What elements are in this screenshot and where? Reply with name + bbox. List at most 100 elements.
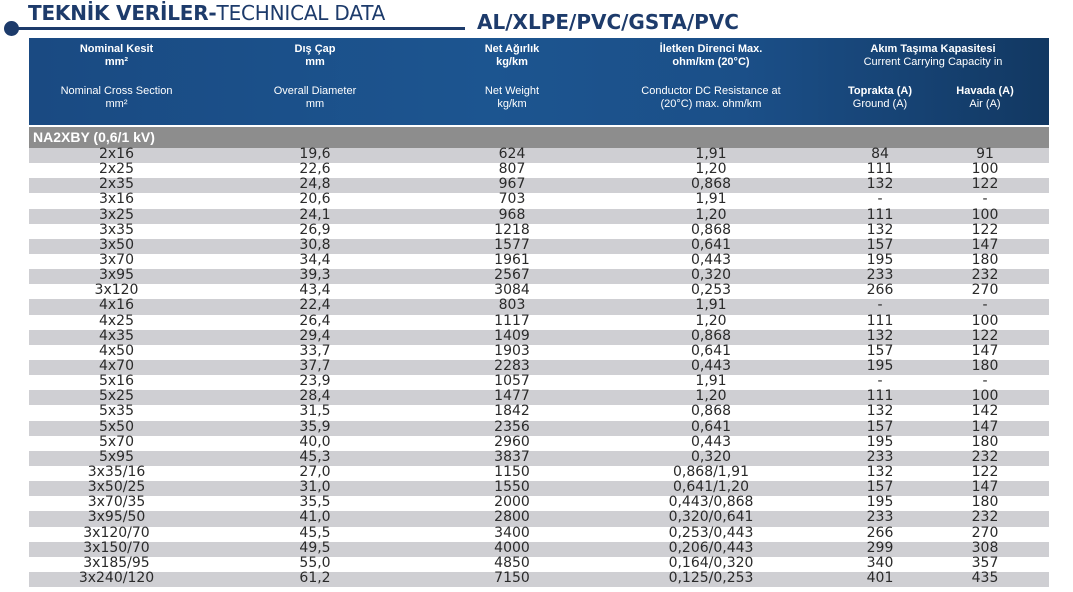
diameter-cell: 45,5 [299,524,331,541]
table-body: 2x16 19,6 624 1,91 84 91 2x25 22,6 807 1,20 111 100… [29,146,1049,588]
table-row: 5x95 45,3 3837 0,320 233 232 [29,448,1049,466]
table-row: 3x35/16 27,0 1150 0,868/1,91 132 122 [29,463,1049,481]
resistance-cell: 1,20 [695,206,727,223]
air-capacity-cell: 122 [971,176,999,193]
section-label: NA2XBY (0,6/1 kV) [29,125,1049,148]
air-capacity-cell: 122 [971,463,999,480]
header-unit: kg/km [496,56,528,68]
cable-type-subtitle: AL/XLPE/PVC/GSTA/PVC [477,10,739,34]
diameter-cell: 55,0 [299,554,331,571]
cross-section-cell: 5x35 [98,403,134,420]
resistance-cell: 0,443 [690,251,732,268]
diameter-cell: 40,0 [299,433,331,450]
header-ground: Toprakta (A) Ground (A) [834,85,926,111]
weight-cell: 2800 [494,509,530,526]
table-row: 3x95/50 41,0 2800 0,320/0,641 233 232 [29,509,1049,527]
cross-section-cell: 5x70 [98,433,134,450]
title-bullet-dot [4,21,19,36]
header-label: Dış Çap [294,43,336,55]
diameter-cell: 39,3 [299,267,331,284]
diameter-cell: 35,9 [299,418,331,435]
header-label-en: Net Weight [484,85,540,97]
air-capacity-cell: 142 [971,403,999,420]
air-capacity-cell: 147 [971,342,999,359]
header-label-en: Ground (A) [852,98,908,110]
cross-section-cell: 4x25 [98,312,134,329]
header-label: Akım Taşıma Kapasitesi [870,43,996,55]
weight-cell: 4000 [494,539,530,556]
table-row: 3x16 20,6 703 1,91 - - [29,192,1049,208]
ground-capacity-cell: 157 [866,342,894,359]
ground-capacity-cell: 233 [866,509,894,526]
cross-section-cell: 4x50 [98,342,134,359]
header-label: Toprakta (A) [848,85,912,97]
resistance-cell: 0,868/1,91 [673,463,749,480]
table-row: 2x16 19,6 624 1,91 84 91 [29,146,1049,164]
resistance-cell: 0,253 [690,282,732,299]
weight-cell: 2000 [494,494,530,511]
header-capacity: Akım Taşıma Kapasitesi Current Carrying … [819,43,1047,69]
air-capacity-cell: - [982,373,988,390]
resistance-cell: 1,20 [695,388,727,405]
weight-cell: 3837 [494,448,530,465]
weight-cell: 2960 [494,433,530,450]
air-capacity-cell: 232 [971,509,999,526]
air-capacity-cell: 232 [971,267,999,284]
diameter-cell: 33,7 [299,342,331,359]
header-label-en: Conductor DC Resistance at [641,85,781,97]
header-weight-tr: Net Ağırlık kg/km [431,43,593,69]
table-row: 5x50 35,9 2356 0,641 157 147 [29,418,1049,436]
resistance-cell: 0,164/0,320 [668,554,754,571]
ground-capacity-cell: 132 [866,221,894,238]
weight-cell: 1550 [494,479,530,496]
table-row: 3x240/120 61,2 7150 0,125/0,253 401 435 [29,569,1049,588]
header-unit: kg/km [497,98,527,110]
header-label: Nominal Kesit [79,43,154,55]
cross-section-cell: 4x35 [98,327,134,344]
weight-cell: 807 [498,161,526,178]
air-capacity-cell: 180 [971,251,999,268]
cross-section-cell: 3x150/70 [83,539,150,556]
cross-section-cell: 3x120/70 [83,524,150,541]
weight-cell: 2283 [494,357,530,374]
diameter-cell: 61,2 [299,569,331,586]
cross-section-cell: 3x95 [98,267,134,284]
diameter-cell: 26,4 [299,312,331,329]
page-title-rest: TECHNICAL DATA [216,1,386,25]
resistance-cell: 1,91 [695,146,727,162]
diameter-cell: 45,3 [299,448,331,465]
ground-capacity-cell: 266 [866,524,894,541]
weight-cell: 2356 [494,418,530,435]
diameter-cell: 27,0 [299,463,331,480]
ground-capacity-cell: - [877,297,883,314]
diameter-cell: 31,0 [299,479,331,496]
table-header: Nominal Kesit mm² Dış Çap mm Net Ağırlık… [29,38,1049,125]
header-unit: mm [305,56,325,68]
header-label-en: Nominal Cross Section [60,85,173,97]
cross-section-cell: 3x240/120 [78,569,155,586]
header-label-en: Overall Diameter [273,85,357,97]
weight-cell: 2567 [494,267,530,284]
air-capacity-cell: 180 [971,494,999,511]
cross-section-cell: 3x50/25 [87,479,146,496]
ground-capacity-cell: 195 [866,251,894,268]
air-capacity-cell: 147 [971,479,999,496]
resistance-cell: 0,443/0,868 [668,494,754,511]
ground-capacity-cell: 111 [866,206,894,223]
cross-section-cell: 5x50 [98,418,134,435]
table-row: 3x50/25 31,0 1550 0,641/1,20 157 147 [29,479,1049,497]
header-weight-en: Net Weight kg/km [431,85,593,111]
diameter-cell: 30,8 [299,236,331,253]
header-cross-section-en: Nominal Cross Section mm² [29,85,204,111]
table-row: 3x70/35 35,5 2000 0,443/0,868 195 180 [29,494,1049,511]
header-label: Havada (A) [956,85,1014,97]
table-row: 2x25 22,6 807 1,20 111 100 [29,161,1049,178]
cross-section-cell: 3x35/16 [87,463,146,480]
ground-capacity-cell: 299 [866,539,894,556]
air-capacity-cell: 147 [971,236,999,253]
cross-section-cell: 3x25 [98,206,134,223]
table-row: 4x70 37,7 2283 0,443 195 180 [29,357,1049,376]
air-capacity-cell: 308 [971,539,999,556]
cross-section-cell: 2x25 [98,161,134,178]
weight-cell: 1477 [494,388,530,405]
